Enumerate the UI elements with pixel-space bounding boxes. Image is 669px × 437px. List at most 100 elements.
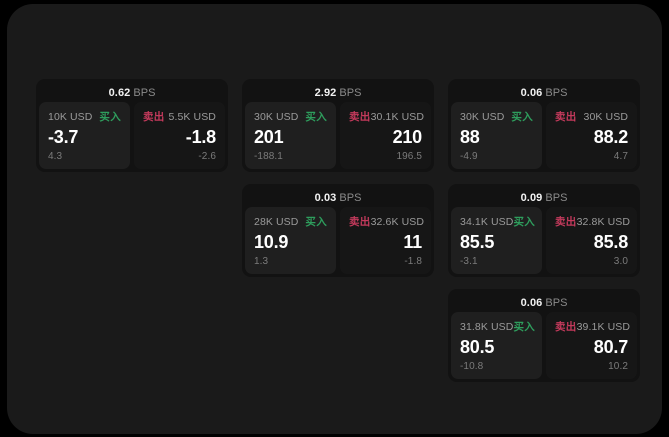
quote-card[interactable]: 0.03 BPS 28K USD 买入 10.9 1.3 卖出 — [242, 184, 434, 277]
buy-price: 88 — [460, 127, 480, 147]
sell-delta: -2.6 — [198, 151, 216, 162]
sell-price: 85.8 — [593, 232, 628, 252]
card-header: 0.09 BPS — [451, 187, 637, 207]
sell-side-panel[interactable]: 卖出 30K USD 88.2 4.7 — [546, 102, 637, 169]
sell-price: 210 — [392, 127, 423, 147]
card-body: 31.8K USD 买入 80.5 -10.8 卖出 39.1K USD 80.… — [451, 312, 637, 379]
buy-price: 201 — [254, 127, 284, 147]
sell-notional: 32.6K USD — [370, 215, 425, 228]
buy-side-panel[interactable]: 30K USD 买入 201 -188.1 — [245, 102, 336, 169]
sell-price: 11 — [403, 232, 422, 252]
sell-side-panel[interactable]: 卖出 39.1K USD 80.7 10.2 — [546, 312, 637, 379]
spread-bps-unit: BPS — [545, 192, 568, 204]
sell-notional: 30.1K USD — [370, 110, 425, 123]
spread-bps-value: 2.92 — [314, 87, 337, 99]
quote-card[interactable]: 0.62 BPS 10K USD 买入 -3.7 4.3 卖出 — [36, 79, 228, 172]
sell-side-panel[interactable]: 卖出 32.8K USD 85.8 3.0 — [546, 207, 637, 274]
buy-notional: 10K USD — [48, 110, 93, 123]
sell-price: -1.8 — [185, 127, 216, 147]
quote-card[interactable]: 0.09 BPS 34.1K USD 买入 85.5 -3.1 卖出 — [448, 184, 640, 277]
sell-tag: 卖出 — [349, 216, 371, 228]
buy-side-panel[interactable]: 34.1K USD 买入 85.5 -3.1 — [451, 207, 542, 274]
sell-side-header: 卖出 30.1K USD — [349, 110, 425, 124]
buy-side-panel[interactable]: 10K USD 买入 -3.7 4.3 — [39, 102, 130, 169]
sell-delta: 3.0 — [613, 256, 628, 267]
sell-delta: 10.2 — [608, 361, 628, 372]
card-header: 2.92 BPS — [245, 82, 431, 102]
sell-delta: -1.8 — [404, 256, 422, 267]
quote-card-grid: 0.62 BPS 10K USD 买入 -3.7 4.3 卖出 — [36, 79, 640, 399]
buy-side-header: 30K USD 买入 — [254, 110, 327, 124]
sell-notional: 5.5K USD — [168, 110, 216, 123]
sell-notional: 39.1K USD — [576, 320, 631, 333]
sell-delta: 4.7 — [613, 151, 628, 162]
buy-delta: -4.9 — [460, 151, 478, 162]
buy-side-panel[interactable]: 30K USD 买入 88 -4.9 — [451, 102, 542, 169]
sell-price: 88.2 — [593, 127, 628, 147]
sell-side-panel[interactable]: 卖出 5.5K USD -1.8 -2.6 — [134, 102, 225, 169]
buy-tag: 买入 — [305, 216, 327, 228]
buy-tag: 买入 — [513, 216, 536, 228]
buy-tag: 买入 — [513, 321, 536, 333]
quote-card[interactable]: 0.06 BPS 30K USD 买入 88 -4.9 卖出 — [448, 79, 640, 172]
buy-delta: -3.1 — [460, 256, 478, 267]
sell-notional: 32.8K USD — [576, 215, 631, 228]
buy-side-header: 30K USD 买入 — [460, 110, 533, 124]
buy-delta: 4.3 — [48, 151, 63, 162]
buy-tag: 买入 — [511, 111, 533, 123]
spread-bps-unit: BPS — [339, 192, 362, 204]
buy-delta: -188.1 — [254, 151, 283, 162]
buy-notional: 34.1K USD — [460, 215, 514, 228]
card-body: 28K USD 买入 10.9 1.3 卖出 32.6K USD 11 -1.8 — [245, 207, 431, 274]
sell-tag: 卖出 — [555, 111, 577, 123]
sell-notional: 30K USD — [583, 110, 628, 123]
spread-bps-unit: BPS — [545, 87, 568, 99]
sell-side-panel[interactable]: 卖出 30.1K USD 210 196.5 — [340, 102, 431, 169]
card-body: 10K USD 买入 -3.7 4.3 卖出 5.5K USD -1.8 -2.… — [39, 102, 225, 169]
quote-board-panel: 0.62 BPS 10K USD 买入 -3.7 4.3 卖出 — [7, 4, 662, 434]
spread-bps-value: 0.09 — [520, 192, 543, 204]
buy-delta: -10.8 — [460, 361, 484, 372]
buy-side-panel[interactable]: 31.8K USD 买入 80.5 -10.8 — [451, 312, 542, 379]
card-header: 0.03 BPS — [245, 187, 431, 207]
buy-side-header: 28K USD 买入 — [254, 215, 327, 229]
sell-delta: 196.5 — [396, 151, 422, 162]
spread-bps-value: 0.06 — [520, 297, 543, 309]
quote-card[interactable]: 2.92 BPS 30K USD 买入 201 -188.1 卖出 — [242, 79, 434, 172]
card-header: 0.06 BPS — [451, 82, 637, 102]
spread-bps-unit: BPS — [545, 297, 568, 309]
spread-bps-unit: BPS — [133, 87, 156, 99]
buy-price: 85.5 — [460, 232, 495, 252]
buy-notional: 30K USD — [254, 110, 299, 123]
sell-side-panel[interactable]: 卖出 32.6K USD 11 -1.8 — [340, 207, 431, 274]
buy-notional: 31.8K USD — [460, 320, 514, 333]
sell-tag: 卖出 — [555, 321, 577, 333]
card-body: 34.1K USD 买入 85.5 -3.1 卖出 32.8K USD 85.8… — [451, 207, 637, 274]
spread-bps-value: 0.06 — [520, 87, 543, 99]
buy-price: -3.7 — [48, 127, 79, 147]
buy-side-panel[interactable]: 28K USD 买入 10.9 1.3 — [245, 207, 336, 274]
sell-side-header: 卖出 5.5K USD — [143, 110, 216, 124]
buy-notional: 30K USD — [460, 110, 505, 123]
sell-side-header: 卖出 32.6K USD — [349, 215, 425, 229]
sell-tag: 卖出 — [143, 111, 165, 123]
card-body: 30K USD 买入 201 -188.1 卖出 30.1K USD 210 1… — [245, 102, 431, 169]
sell-side-header: 卖出 32.8K USD — [555, 215, 631, 229]
card-header: 0.62 BPS — [39, 82, 225, 102]
spread-bps-value: 0.62 — [108, 87, 131, 99]
quote-card[interactable]: 0.06 BPS 31.8K USD 买入 80.5 -10.8 卖出 — [448, 289, 640, 382]
sell-tag: 卖出 — [349, 111, 371, 123]
sell-price: 80.7 — [593, 337, 628, 357]
sell-side-header: 卖出 39.1K USD — [555, 320, 631, 334]
buy-side-header: 10K USD 买入 — [48, 110, 121, 124]
buy-price: 80.5 — [460, 337, 495, 357]
buy-side-header: 31.8K USD 买入 — [460, 320, 536, 334]
buy-delta: 1.3 — [254, 256, 269, 267]
buy-side-header: 34.1K USD 买入 — [460, 215, 536, 229]
buy-tag: 买入 — [99, 111, 121, 123]
card-header: 0.06 BPS — [451, 292, 637, 312]
sell-tag: 卖出 — [555, 216, 577, 228]
spread-bps-unit: BPS — [339, 87, 362, 99]
buy-price: 10.9 — [254, 232, 289, 252]
spread-bps-value: 0.03 — [314, 192, 337, 204]
